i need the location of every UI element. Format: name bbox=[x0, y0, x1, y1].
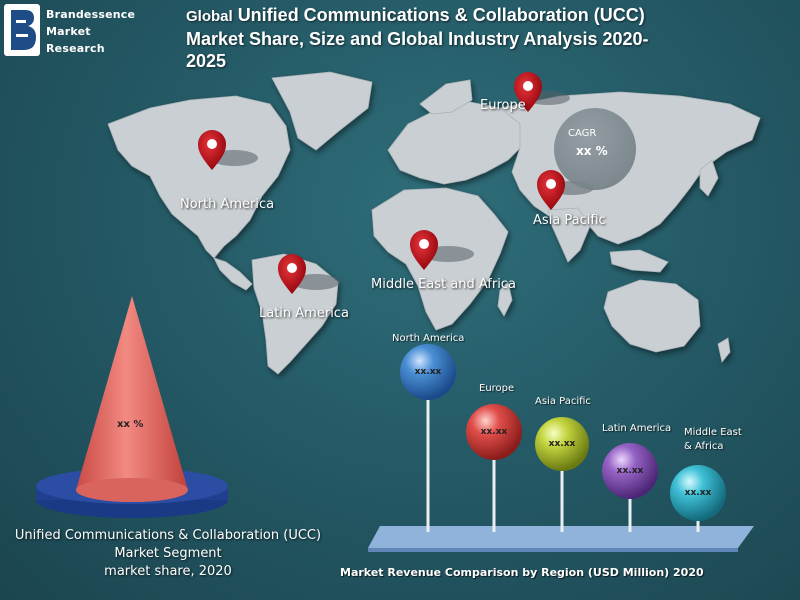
pin-mea-icon bbox=[410, 230, 438, 270]
bubble-label-mea: Middle East & Africa bbox=[684, 427, 742, 452]
pin-north-america-icon bbox=[198, 130, 226, 170]
cagr-label: CAGR bbox=[568, 128, 597, 139]
central-america-shape bbox=[213, 257, 253, 291]
bubble-value-latin-america: xx.xx bbox=[616, 466, 644, 476]
chart-caption: Market Revenue Comparison by Region (USD… bbox=[340, 566, 704, 579]
bubble-value-mea: xx.xx bbox=[684, 488, 712, 498]
north-america-shape bbox=[107, 95, 291, 259]
pin-europe-icon bbox=[514, 72, 542, 112]
location-pins bbox=[198, 72, 565, 294]
bubble-label-latin-america: Latin America bbox=[602, 423, 672, 434]
scandinavia-shape bbox=[419, 79, 473, 115]
cone-shape bbox=[76, 296, 188, 502]
india-shape bbox=[547, 207, 591, 263]
logo-text: Brandessence Market Research bbox=[46, 8, 136, 55]
australia-shape bbox=[603, 279, 701, 353]
madagascar-shape bbox=[497, 281, 513, 317]
bubble-value-europe: xx.xx bbox=[480, 427, 508, 437]
bubble-platform bbox=[368, 526, 754, 552]
cagr-value: xx % bbox=[576, 144, 608, 158]
page-title: Global Unified Communications & Collabor… bbox=[186, 5, 649, 71]
cagr-circle bbox=[554, 108, 636, 190]
bubble-label-north-america: North America bbox=[392, 333, 465, 344]
map-label-asia-pacific: Asia Pacific bbox=[533, 213, 606, 228]
map-label-europe: Europe bbox=[480, 98, 526, 113]
bubble-label-europe: Europe bbox=[479, 383, 515, 394]
greenland-shape bbox=[271, 71, 373, 151]
new-zealand-shape bbox=[717, 337, 731, 363]
bubble-europe bbox=[466, 404, 522, 460]
bubble-value-asia-pacific: xx.xx bbox=[548, 439, 576, 449]
map-label-north-america: North America bbox=[180, 197, 275, 212]
bubble-value-north-america: xx.xx bbox=[414, 367, 442, 377]
southeast-asia-shape bbox=[609, 249, 669, 273]
segment-caption: Unified Communications & Collaboration (… bbox=[14, 528, 322, 579]
japan-shape bbox=[699, 159, 719, 197]
bubble-latin-america bbox=[602, 443, 658, 499]
cone-chart bbox=[36, 296, 228, 518]
europe-shape bbox=[387, 101, 523, 185]
pin-asia-pacific-icon bbox=[537, 170, 565, 210]
bubble-mea bbox=[670, 465, 726, 521]
pin-latin-america-icon bbox=[278, 254, 306, 294]
bubble-label-asia-pacific: Asia Pacific bbox=[535, 396, 591, 407]
cone-value: xx % bbox=[117, 419, 144, 430]
logo-icon bbox=[4, 4, 40, 56]
bubble-asia-pacific bbox=[535, 417, 589, 471]
map-label-mea: Middle East and Africa bbox=[371, 277, 516, 292]
bubble-north-america bbox=[400, 344, 456, 400]
map-label-latin-america: Latin America bbox=[259, 306, 349, 321]
